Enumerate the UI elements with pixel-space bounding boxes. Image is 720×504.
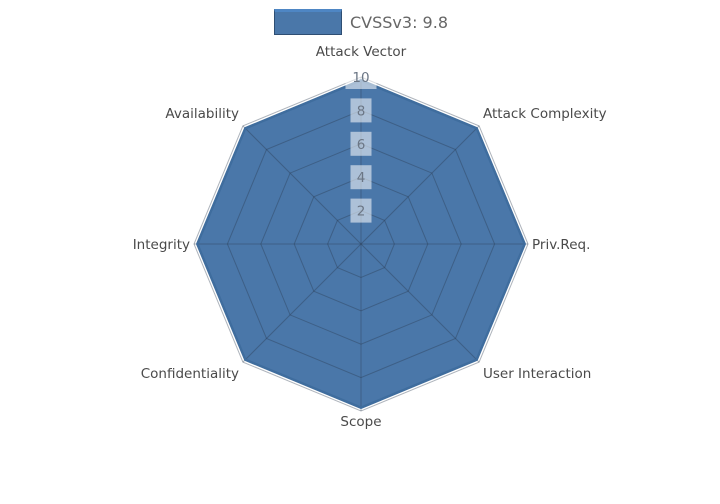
radial-tick-label: 4: [357, 170, 366, 186]
radial-tick-bg: [345, 65, 377, 89]
grid-ring: [226, 109, 496, 379]
grid-ring: [293, 176, 429, 312]
legend-item-cvssv3[interactable]: CVSSv3: 9.8: [274, 9, 448, 35]
axis-label-confidentiality: Confidentiality: [140, 366, 239, 382]
series-fill: [197, 80, 525, 408]
radial-tick-labels: 2 4 6 8 10: [345, 65, 377, 223]
axis-label-availability: Availability: [165, 106, 239, 122]
axis-label-attack-vector: Attack Vector: [315, 44, 407, 60]
series-outline: [196, 79, 526, 409]
radial-tick-label: 6: [357, 137, 366, 153]
radial-tick-label: 8: [357, 103, 366, 119]
polar-grid: [193, 76, 529, 412]
grid-spoke: [242, 243, 362, 363]
radial-tick-label: 2: [357, 204, 366, 220]
radial-tick-label: 10: [352, 70, 369, 86]
legend: CVSSv3: 9.8: [274, 9, 448, 35]
axis-label-attack-complexity: Attack Complexity: [483, 106, 607, 122]
grid-ring: [193, 76, 529, 412]
radial-tick-bg: [350, 98, 372, 123]
radial-tick-bg: [350, 198, 372, 223]
grid-spoke: [360, 243, 480, 363]
axis-label-scope: Scope: [340, 414, 382, 430]
grid-spoke: [360, 125, 480, 245]
grid-spoke: [242, 125, 362, 245]
legend-label: CVSSv3: 9.8: [350, 12, 448, 32]
legend-swatch: [274, 9, 342, 35]
grid-ring: [260, 143, 462, 345]
radial-tick-bg: [350, 131, 372, 156]
axis-label-integrity: Integrity: [132, 237, 190, 253]
radial-tick-bg: [350, 165, 372, 190]
axis-label-user-interaction: User Interaction: [483, 366, 592, 382]
grid-ring: [327, 210, 395, 278]
axis-label-priv-req: Priv.Req.: [532, 237, 591, 253]
